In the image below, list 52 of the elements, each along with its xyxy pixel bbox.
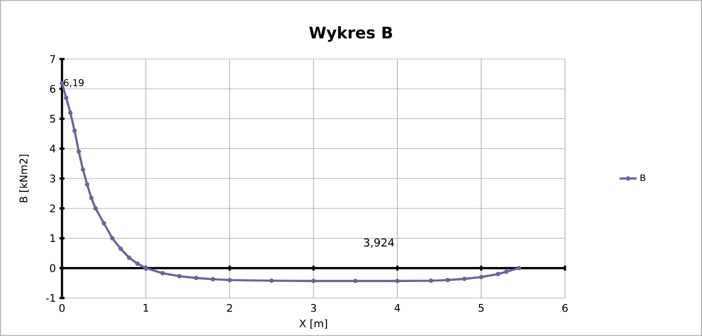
point (144, 266, 148, 270)
x-axis-title: X [m] (299, 319, 328, 329)
point (269, 278, 274, 283)
y-tick-label: -1 (46, 294, 56, 302)
legend-label: B (640, 174, 646, 182)
y-tick-label: 1 (50, 234, 56, 242)
point (462, 276, 467, 282)
y-tick-label: 6 (50, 84, 56, 93)
point (89, 196, 94, 200)
x-tick-label: 2 (227, 304, 232, 312)
point (516, 266, 522, 270)
x-tick-label: 1 (144, 304, 148, 312)
point (227, 278, 232, 282)
point (93, 206, 98, 211)
x-tick-label: 5 (478, 304, 484, 312)
point (478, 274, 484, 280)
y-tick-label: 0 (50, 264, 56, 272)
point (504, 270, 509, 274)
x-tick-label: 0 (59, 304, 65, 312)
y-tick-label: 7 (50, 55, 56, 63)
point (210, 276, 216, 282)
y-axis-title: B [kNm2] (19, 154, 29, 202)
point (177, 274, 182, 278)
chart-title: Wykres B (309, 26, 392, 42)
point (68, 110, 73, 115)
y-tick-label: 3 (50, 174, 56, 182)
point (64, 96, 68, 100)
point (311, 278, 316, 284)
point (160, 271, 165, 276)
data-label: 6,19 (64, 79, 84, 88)
point (445, 278, 450, 282)
point (353, 278, 358, 284)
point (76, 149, 81, 154)
point (72, 128, 77, 133)
point (395, 278, 400, 284)
x-tick-label: 4 (394, 304, 400, 312)
point (110, 236, 115, 240)
x-tick-label: 3 (310, 304, 316, 312)
y-tick-label: 5 (50, 114, 56, 123)
y-tick-label: 4 (50, 144, 56, 152)
point (118, 246, 123, 251)
y-tick-label: 2 (50, 204, 55, 212)
x-tick-label: 6 (562, 304, 568, 312)
point (496, 272, 500, 276)
point (126, 255, 132, 260)
point (84, 182, 90, 187)
point (102, 221, 106, 226)
point (428, 278, 434, 283)
annotation: 3,924 (364, 238, 394, 248)
point (194, 276, 198, 280)
point (80, 167, 86, 172)
point (135, 261, 140, 266)
